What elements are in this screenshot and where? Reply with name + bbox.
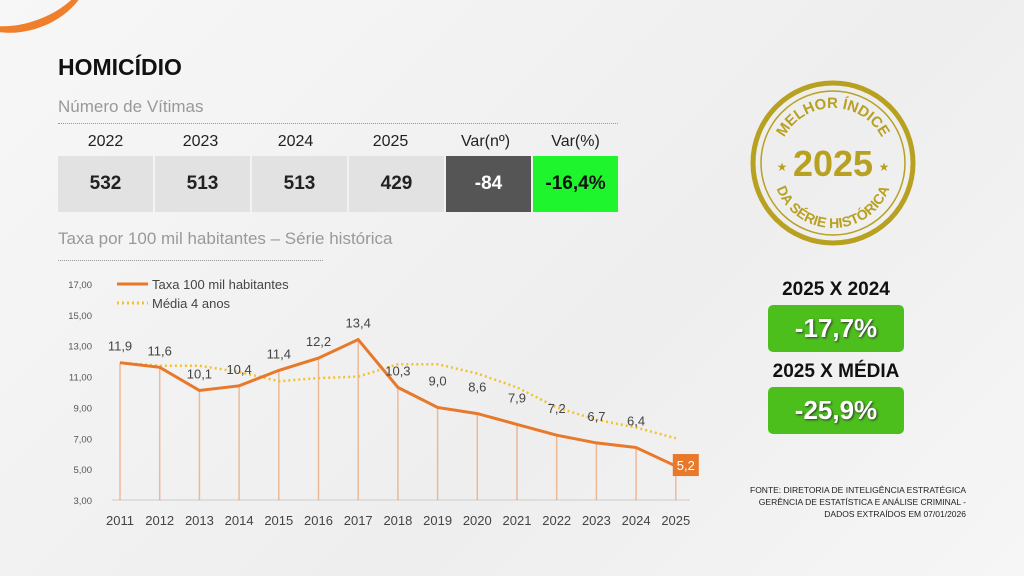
y-tick-label: 17,00 xyxy=(68,280,92,291)
y-tick-label: 13,00 xyxy=(68,342,92,353)
data-label: 7,2 xyxy=(548,401,566,416)
data-label: 8,6 xyxy=(468,380,486,395)
value-var-pct: -16,4% xyxy=(533,156,618,212)
x-tick-label: 2014 xyxy=(225,513,254,528)
victims-table: 2022 2023 2024 2025 Var(nº) Var(%) 532 5… xyxy=(58,128,618,212)
data-label: 10,1 xyxy=(187,366,212,381)
svg-text:★: ★ xyxy=(777,160,788,174)
data-label: 6,7 xyxy=(587,409,605,424)
y-tick-label: 15,00 xyxy=(68,311,92,322)
x-tick-label: 2013 xyxy=(185,513,214,528)
legend-rate-label: Taxa 100 mil habitantes xyxy=(152,277,289,292)
header-2022: 2022 xyxy=(87,133,124,150)
header-var-n: Var(nº) xyxy=(460,133,511,150)
x-tick-label: 2024 xyxy=(622,513,651,528)
legend: Taxa 100 mil habitantes Média 4 anos xyxy=(117,277,289,311)
x-tick-label: 2019 xyxy=(423,513,452,528)
victims-subtitle: Número de Vítimas xyxy=(58,97,204,116)
data-label: 10,3 xyxy=(385,363,410,378)
data-label: 7,9 xyxy=(508,390,526,405)
y-tick-label: 3,00 xyxy=(74,496,93,507)
svg-text:MELHOR ÍNDICE: MELHOR ÍNDICE xyxy=(773,95,893,140)
data-label: 9,0 xyxy=(429,373,447,388)
best-index-seal: MELHOR ÍNDICE DA SÉRIE HISTÓRICA 2025 ★ … xyxy=(750,80,916,246)
value-2024: 513 xyxy=(252,156,347,212)
value-var-n: -84 xyxy=(446,156,531,212)
y-tick-label: 5,00 xyxy=(74,465,93,476)
source-line: FONTE: DIRETORIA DE INTELIGÊNCIA ESTRATÉ… xyxy=(750,485,966,495)
page-title: HOMICÍDIO xyxy=(58,54,182,80)
y-tick-label: 7,00 xyxy=(74,434,93,445)
y-tick-label: 11,00 xyxy=(69,373,92,384)
data-label: 11,4 xyxy=(267,346,291,361)
x-tick-label: 2017 xyxy=(344,513,373,528)
x-tick-label: 2023 xyxy=(582,513,611,528)
x-tick-label: 2011 xyxy=(106,513,134,528)
comparison-vs-average: 2025 X MÉDIA -25,9% xyxy=(768,361,904,434)
comparison-vs-2024: 2025 X 2024 -17,7% xyxy=(768,279,904,352)
comparison-label: 2025 X 2024 xyxy=(782,279,890,300)
data-label: 6,4 xyxy=(627,414,645,429)
last-value-box xyxy=(672,454,699,477)
header-2024: 2024 xyxy=(277,133,314,150)
x-tick-label: 2025 xyxy=(661,513,690,528)
y-tick-label: 9,00 xyxy=(74,403,93,414)
x-tick-label: 2016 xyxy=(304,513,333,528)
x-tick-label: 2022 xyxy=(542,513,571,528)
source-note: FONTE: DIRETORIA DE INTELIGÊNCIA ESTRATÉ… xyxy=(750,484,966,520)
x-tick-label: 2012 xyxy=(145,513,174,528)
x-tick-label: 2015 xyxy=(264,513,293,528)
data-label: 13,4 xyxy=(346,316,371,331)
x-tick-label: 2021 xyxy=(503,513,532,528)
data-label: 12,2 xyxy=(306,334,331,349)
seal-bottom: DA SÉRIE HISTÓRICA xyxy=(774,183,893,231)
comparison-value: -25,9% xyxy=(768,387,904,434)
seal-year: 2025 xyxy=(793,143,873,184)
comparison-value: -17,7% xyxy=(768,305,904,352)
corner-decoration xyxy=(0,0,102,50)
value-2025: 429 xyxy=(349,156,444,212)
legend-average-label: Média 4 anos xyxy=(152,296,231,311)
source-line: DADOS EXTRAÍDOS EM 07/01/2026 xyxy=(824,509,966,519)
divider xyxy=(58,260,323,261)
rate-subtitle: Taxa por 100 mil habitantes – Série hist… xyxy=(58,229,393,248)
data-label: 10,4 xyxy=(226,362,251,377)
data-label: 5,2 xyxy=(677,458,695,473)
x-tick-label: 2020 xyxy=(463,513,492,528)
svg-text:★: ★ xyxy=(879,160,890,174)
data-label: 11,6 xyxy=(148,343,172,358)
rate-chart: 3,00 5,00 7,00 9,00 11,00 13,00 15,00 17,00 2011… xyxy=(68,277,699,528)
value-2023: 513 xyxy=(155,156,250,212)
header-2023: 2023 xyxy=(182,133,219,150)
header-2025: 2025 xyxy=(372,133,409,150)
header-var-pct: Var(%) xyxy=(551,133,600,150)
source-line: GERÊNCIA DE ESTATÍSTICA E ANÁLISE CRIMIN… xyxy=(758,497,966,507)
comparison-label: 2025 X MÉDIA xyxy=(772,361,900,382)
value-2022: 532 xyxy=(58,156,153,212)
data-label: 11,9 xyxy=(108,339,132,354)
x-tick-label: 2018 xyxy=(383,513,412,528)
divider xyxy=(58,123,618,124)
